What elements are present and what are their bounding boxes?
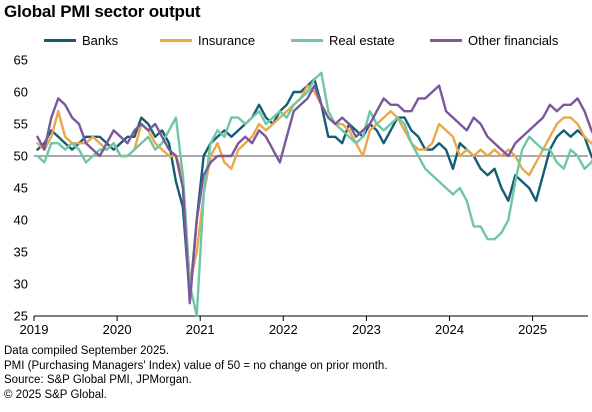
axes: 25 30 35 40 45 50 55 60 65 2019 2020 2021 2022 2023 20…	[14, 53, 588, 337]
y-tick-label: 30	[14, 277, 28, 292]
legend-label-real-estate: Real estate	[329, 32, 395, 48]
legend: Banks Insurance Real estate Other financ…	[0, 30, 592, 50]
series-line-real-estate	[36, 71, 592, 318]
legend-swatch-insurance	[160, 38, 192, 42]
y-tick-label: 45	[14, 181, 28, 196]
x-tick-label: 2025	[518, 322, 547, 337]
legend-swatch-other-financials	[430, 38, 462, 42]
x-tick-label: 2020	[103, 322, 132, 337]
note-source: Source: S&P Global PMI, JPMorgan.	[4, 374, 192, 387]
legend-swatch-banks	[44, 38, 76, 42]
legend-swatch-real-estate	[291, 38, 323, 42]
footnotes: Data compiled September 2025. PMI (Purch…	[4, 344, 388, 402]
x-tick-label: 2022	[269, 322, 298, 337]
series-line-insurance	[36, 84, 592, 286]
chart-title: Global PMI sector output	[4, 2, 201, 21]
line-chart: 25 30 35 40 45 50 55 60 65 2019 2020 2021 2022 2023 20…	[14, 53, 592, 337]
y-tick-label: 65	[14, 53, 28, 68]
series-lines	[36, 71, 592, 318]
y-tick-label: 55	[14, 117, 28, 132]
series-line-other-financials	[36, 84, 592, 305]
note-pmi-definition: PMI (Purchasing Managers' Index) value o…	[4, 359, 388, 372]
legend-item-other-financials: Other financials	[430, 30, 558, 50]
legend-label-insurance: Insurance	[198, 32, 256, 48]
x-tick-label: 2021	[186, 322, 215, 337]
x-tick-label: 2024	[435, 322, 464, 337]
series-line-banks	[36, 77, 592, 298]
y-tick-label: 40	[14, 213, 28, 228]
legend-label-banks: Banks	[82, 32, 119, 48]
note-copyright: © 2025 S&P Global.	[4, 388, 107, 401]
legend-item-real-estate: Real estate	[291, 30, 395, 50]
legend-item-banks: Banks	[44, 30, 118, 50]
y-tick-label: 60	[14, 85, 28, 100]
legend-label-other-financials: Other financials	[468, 32, 559, 48]
x-tick-label: 2023	[352, 322, 381, 337]
y-tick-label: 50	[14, 149, 28, 164]
y-tick-label: 35	[14, 245, 28, 260]
x-tick-label: 2019	[20, 322, 49, 337]
legend-item-insurance: Insurance	[160, 30, 255, 50]
y-tick-label: 25	[14, 309, 28, 324]
note-compiled: Data compiled September 2025.	[4, 345, 169, 357]
